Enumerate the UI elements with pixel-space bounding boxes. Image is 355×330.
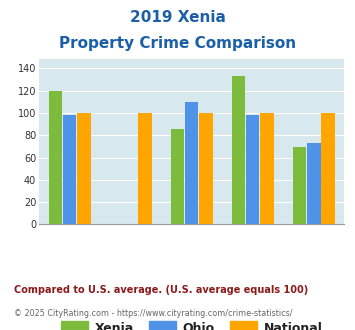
Bar [261, 113, 274, 224]
Bar [49, 91, 62, 224]
Bar [232, 76, 245, 224]
Bar [138, 113, 152, 224]
Bar [321, 113, 335, 224]
Bar [293, 148, 306, 224]
Bar [77, 113, 91, 224]
Bar [246, 115, 260, 224]
Text: Compared to U.S. average. (U.S. average equals 100): Compared to U.S. average. (U.S. average … [14, 285, 308, 295]
Bar [185, 102, 198, 224]
Legend: Xenia, Ohio, National: Xenia, Ohio, National [56, 316, 327, 330]
Text: © 2025 CityRating.com - https://www.cityrating.com/crime-statistics/: © 2025 CityRating.com - https://www.city… [14, 309, 293, 317]
Bar [200, 113, 213, 224]
Text: Property Crime Comparison: Property Crime Comparison [59, 36, 296, 51]
Text: 2019 Xenia: 2019 Xenia [130, 10, 225, 25]
Bar [171, 128, 184, 224]
Bar [63, 115, 76, 224]
Bar [307, 143, 321, 224]
